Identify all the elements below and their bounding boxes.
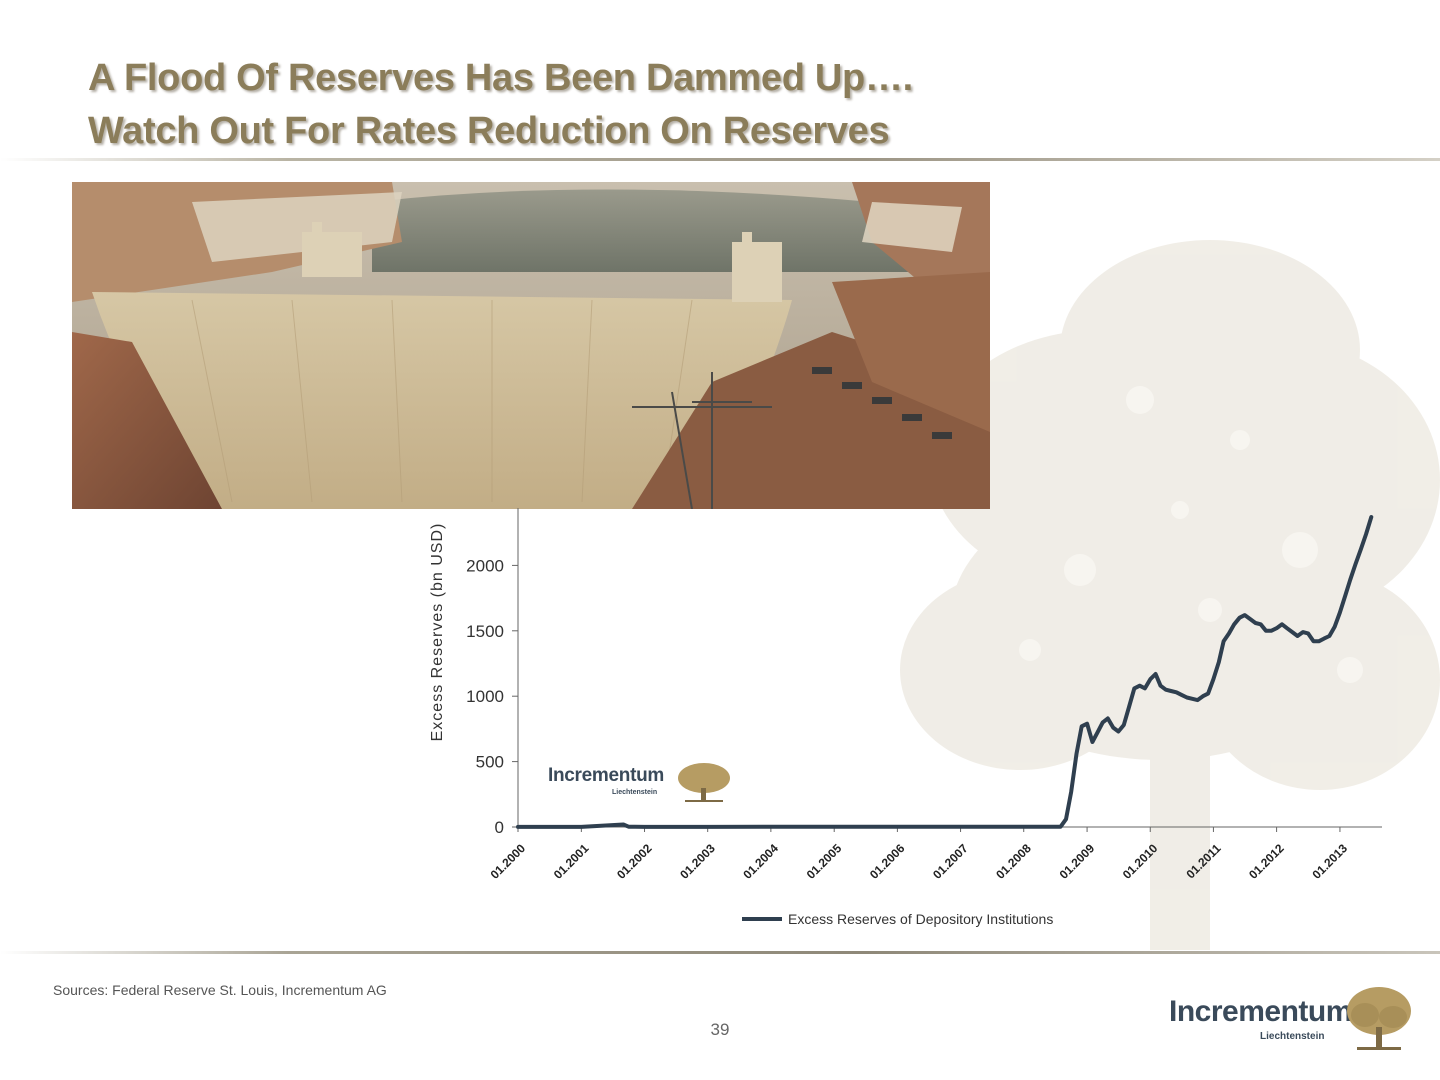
x-tick-label: 01.2005 — [804, 841, 845, 882]
y-axis: 0 500 1000 1500 2000 — [466, 508, 519, 837]
page-number: 39 — [710, 1020, 730, 1039]
y-axis-label: Excess Reserves (bn USD) — [429, 523, 446, 742]
x-tick-label: 01.2012 — [1246, 841, 1287, 882]
dam-photo — [72, 182, 990, 509]
tree-icon — [678, 763, 730, 802]
brand-logo: Incrementum Liechtenstein — [1165, 985, 1425, 1055]
x-tick-label: 01.2007 — [930, 841, 971, 882]
x-tick-label: 01.2010 — [1120, 841, 1161, 882]
tree-watermark — [900, 240, 1440, 950]
brand-logo-wordmark: Incrementum — [1169, 995, 1352, 1028]
x-tick-label: 01.2000 — [488, 841, 529, 882]
x-tick-label: 01.2006 — [867, 841, 908, 882]
slide-title: A Flood Of Reserves Has Been Dammed Up….… — [88, 52, 1188, 158]
top-divider — [0, 158, 1440, 161]
chart-logo-subtitle: Liechtenstein — [612, 789, 658, 796]
bottom-divider — [0, 951, 1440, 954]
x-tick-label: 01.2002 — [614, 841, 655, 882]
x-tick-label: 01.2013 — [1309, 841, 1350, 882]
y-tick-label: 1000 — [466, 687, 504, 706]
legend-label: Excess Reserves of Depository Institutio… — [788, 911, 1053, 927]
x-tick-label: 01.2004 — [740, 841, 781, 882]
chart-legend: Excess Reserves of Depository Institutio… — [742, 911, 1053, 927]
series-line-excess-reserves — [516, 515, 1374, 829]
y-tick-label: 500 — [476, 753, 504, 772]
brand-logo-subtitle: Liechtenstein — [1260, 1031, 1325, 1042]
tree-icon — [1347, 987, 1411, 1050]
source-note: Sources: Federal Reserve St. Louis, Incr… — [53, 982, 387, 998]
x-axis: 01.2000 01.2001 01.2002 01.2003 01.2004 01.20… — [488, 826, 1382, 882]
x-tick-label: 01.2008 — [993, 841, 1034, 882]
chart-logo-wordmark: Incrementum — [548, 765, 665, 786]
y-tick-label: 1500 — [466, 622, 504, 641]
slide-title-line-1: A Flood Of Reserves Has Been Dammed Up…. — [88, 57, 913, 99]
y-tick-label: 0 — [495, 818, 504, 837]
x-tick-label: 01.2011 — [1183, 841, 1223, 881]
y-tick-label: 2000 — [466, 556, 504, 575]
chart-logo: Incrementum Liechtenstein — [548, 762, 738, 806]
slide-title-line-2: Watch Out For Rates Reduction On Reserve… — [88, 110, 890, 152]
x-tick-label: 01.2001 — [551, 841, 592, 882]
x-tick-label: 01.2003 — [677, 841, 718, 882]
x-tick-label: 01.2009 — [1057, 841, 1098, 882]
